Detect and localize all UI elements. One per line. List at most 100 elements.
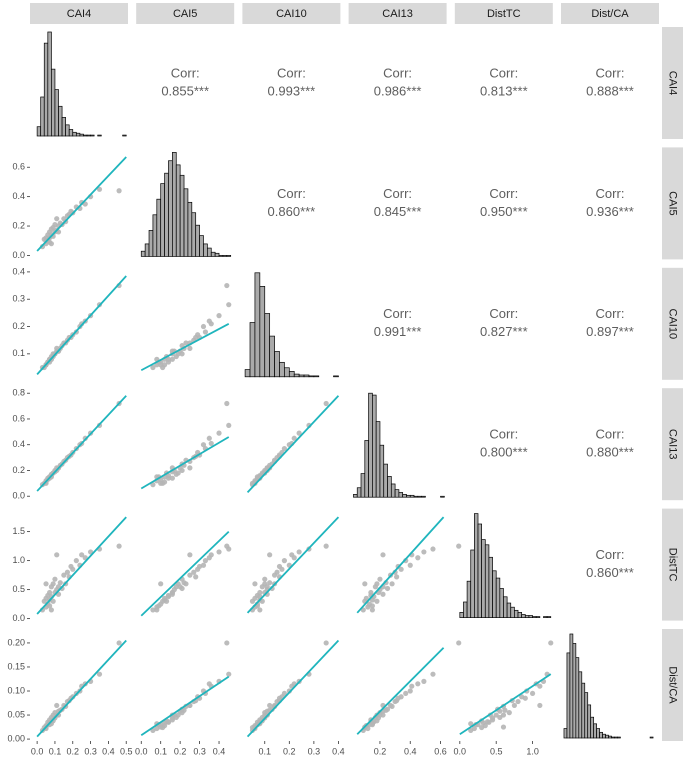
histogram-bar [484, 544, 490, 618]
scatter-point [158, 362, 164, 368]
strip-label: CAI5 [173, 8, 197, 20]
scatter-point [64, 569, 71, 575]
histogram-bar [569, 633, 574, 739]
scatter-point [274, 569, 280, 575]
scatter-point [54, 702, 60, 709]
scatter-point [169, 356, 175, 362]
corr-value: 0.993*** [268, 83, 316, 98]
scatter-point [47, 589, 53, 596]
fit-line [140, 530, 230, 617]
histogram-bar [398, 492, 404, 498]
histogram-bar [36, 126, 42, 137]
histogram-bar [303, 374, 310, 378]
scatter-point [484, 719, 491, 725]
corr-value: 0.936*** [586, 204, 634, 219]
fit-line [140, 436, 230, 490]
corr-title: Corr: [489, 65, 518, 80]
scatter-point [398, 694, 404, 700]
histogram-bar [495, 577, 501, 618]
histogram-bar [590, 716, 595, 739]
histogram-bar [356, 487, 362, 498]
histogram-bar [546, 616, 552, 618]
corr-title: Corr: [383, 65, 412, 80]
histogram-bar [195, 224, 200, 257]
histogram-bar [97, 134, 102, 137]
scatter-point [281, 558, 287, 564]
histogram-bar [274, 351, 280, 378]
histogram-bar [383, 463, 388, 498]
histogram-bar [466, 580, 472, 618]
x-tick-label: 0.0 [31, 746, 44, 756]
fit-line [36, 275, 127, 375]
scatter-point [409, 683, 415, 689]
histogram-bar [175, 164, 181, 257]
scatter-point [380, 552, 386, 558]
scatter-point [323, 543, 329, 549]
scatter-point [206, 555, 212, 561]
histogram-bar [293, 373, 300, 378]
scatter-point [537, 702, 543, 709]
y-tick-label: 0.3 [12, 294, 25, 304]
scatter-point [208, 440, 214, 447]
histogram-bar [179, 174, 185, 257]
corr-value: 0.897*** [586, 324, 634, 339]
fit-line [459, 673, 552, 736]
scatter-point [224, 640, 230, 646]
scatter-point [421, 549, 427, 555]
histogram-bar [481, 539, 486, 618]
corr-title: Corr: [596, 306, 625, 321]
histogram-bar [375, 421, 381, 498]
scatter-point [47, 603, 53, 609]
scatter-point [183, 340, 189, 346]
histogram-bar [75, 132, 81, 137]
corr-title: Corr: [383, 186, 412, 201]
corr-title: Corr: [277, 65, 306, 80]
histogram-bar [187, 201, 193, 257]
y-tick-label: 0.00 [7, 733, 25, 743]
histogram-bar [517, 612, 523, 618]
strip-right [662, 388, 683, 501]
histogram-bar [499, 588, 504, 618]
histogram-bar [269, 335, 275, 378]
histogram-bar [421, 495, 426, 498]
scatter-point [52, 576, 58, 582]
histogram-bar [514, 609, 519, 618]
histogram-bar [86, 134, 91, 137]
histogram-bar [575, 657, 580, 739]
histogram-bar [566, 652, 571, 739]
histogram-bar [164, 172, 169, 257]
corr-value: 0.986*** [374, 83, 422, 98]
scatter-point [374, 598, 380, 604]
y-tick-label: 0.2 [12, 321, 25, 331]
histogram-bar [463, 601, 468, 618]
histogram-bar [543, 616, 548, 618]
strip-top [136, 3, 235, 24]
strip-label: CAI4 [67, 8, 91, 20]
scatter-point [226, 302, 232, 308]
scatter-point [296, 549, 302, 555]
x-tick-label: 1.0 [526, 746, 539, 756]
histogram-bar [474, 513, 479, 618]
scatter-point [158, 724, 164, 730]
strip-top [454, 3, 553, 24]
strip-right [662, 147, 683, 260]
strip-label: CAI10 [667, 309, 679, 340]
scatter-point [384, 585, 391, 592]
scatter-point [500, 712, 507, 718]
histogram-bar [140, 250, 146, 257]
strip-label: Dist/CA [591, 8, 629, 20]
scatter-point [515, 698, 521, 705]
scatter-point [183, 581, 189, 587]
scatter-point [187, 345, 193, 351]
histogram-bar [72, 131, 77, 137]
histogram-bar [244, 369, 251, 378]
x-tick-label: 0.2 [67, 746, 80, 756]
y-tick-label: 0.20 [7, 637, 25, 647]
scatter-point [206, 681, 212, 687]
scatter-point [363, 595, 369, 601]
scatter-point [187, 572, 193, 578]
histogram-bar [593, 723, 597, 739]
scatter-point [377, 576, 383, 582]
y-tick-label: 1.5 [12, 526, 25, 536]
histogram-bar [470, 549, 475, 618]
